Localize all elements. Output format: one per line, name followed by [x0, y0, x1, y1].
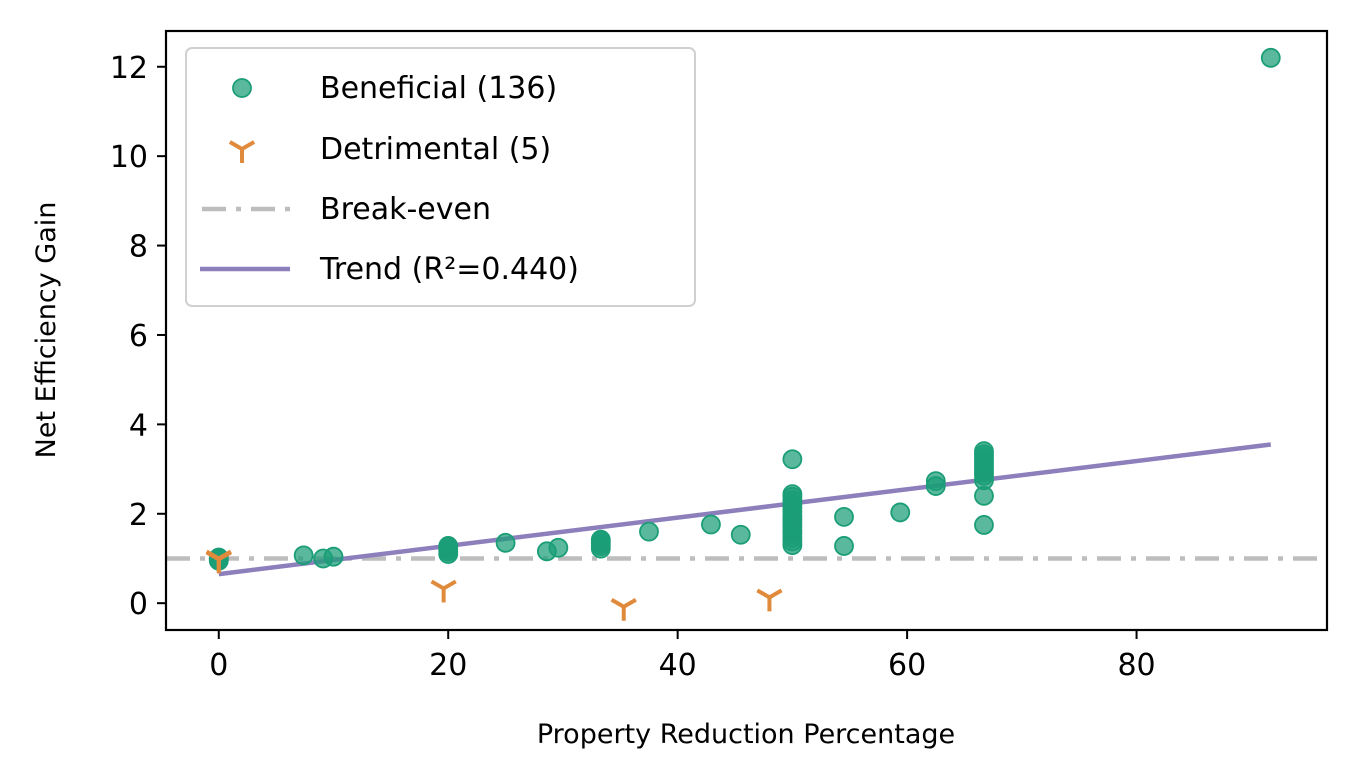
- beneficial-point: [495, 532, 516, 553]
- y-tick-label: 12: [110, 51, 148, 86]
- beneficial-point: [834, 536, 854, 556]
- detrimental-point: [756, 588, 783, 612]
- legend-label: Trend (R²=0.440): [319, 252, 579, 287]
- x-tick-label: 40: [659, 648, 697, 683]
- beneficial-point: [925, 471, 946, 492]
- y-tick-label: 2: [129, 498, 148, 533]
- legend: Beneficial (136) Detrimental (5) Break-eve…: [185, 47, 696, 307]
- y-tick-label: 8: [129, 230, 148, 265]
- beneficial-point: [782, 484, 803, 505]
- beneficial-point: [438, 536, 459, 556]
- y-tick-label: 6: [129, 319, 148, 354]
- y-tick-label: 4: [129, 408, 148, 443]
- y-tick-label: 10: [110, 140, 148, 175]
- x-tick-label: 60: [888, 648, 926, 683]
- plot-area: [166, 47, 1327, 621]
- detrimental-point: [610, 598, 637, 621]
- legend-label: Detrimental (5): [320, 132, 551, 167]
- beneficial-point: [639, 521, 659, 542]
- beneficial-point: [730, 524, 751, 545]
- x-axis-label: Property Reduction Percentage: [537, 719, 955, 750]
- beneficial-point: [1260, 47, 1281, 68]
- detrimental-point: [430, 579, 457, 603]
- legend-marker-tri: [228, 140, 256, 163]
- y-axis-label: Net Efficiency Gain: [31, 202, 62, 459]
- y-tick-label: 0: [129, 587, 148, 622]
- beneficial-point: [701, 514, 721, 535]
- legend-item: Break-even: [202, 192, 491, 227]
- x-tick-label: 0: [209, 648, 228, 683]
- x-axis: 0 20 40 60 80: [209, 630, 1156, 683]
- legend-item: Beneficial (136): [232, 71, 557, 106]
- legend-box: [185, 47, 696, 307]
- beneficial-point: [974, 515, 994, 535]
- beneficial-point: [323, 546, 344, 567]
- legend-marker-circle: [232, 78, 252, 98]
- beneficial-point: [548, 537, 569, 558]
- beneficial-point: [293, 545, 314, 566]
- y-axis: 0 2 4 6 8 10 12: [110, 51, 166, 622]
- legend-item: Detrimental (5): [228, 132, 551, 167]
- beneficial-point: [834, 507, 854, 527]
- beneficial-point: [974, 441, 994, 462]
- beneficial-point: [782, 449, 803, 470]
- plot-frame: [164, 29, 1329, 632]
- x-tick-label: 80: [1117, 648, 1155, 683]
- legend-label: Beneficial (136): [320, 71, 557, 106]
- detrimental-point: [205, 550, 232, 574]
- legend-item: Trend (R²=0.440): [200, 252, 579, 287]
- beneficial-point: [890, 502, 911, 523]
- beneficial-point: [590, 529, 611, 550]
- x-tick-label: 20: [429, 648, 467, 683]
- trend-line: [218, 442, 1272, 577]
- legend-label: Break-even: [320, 192, 491, 227]
